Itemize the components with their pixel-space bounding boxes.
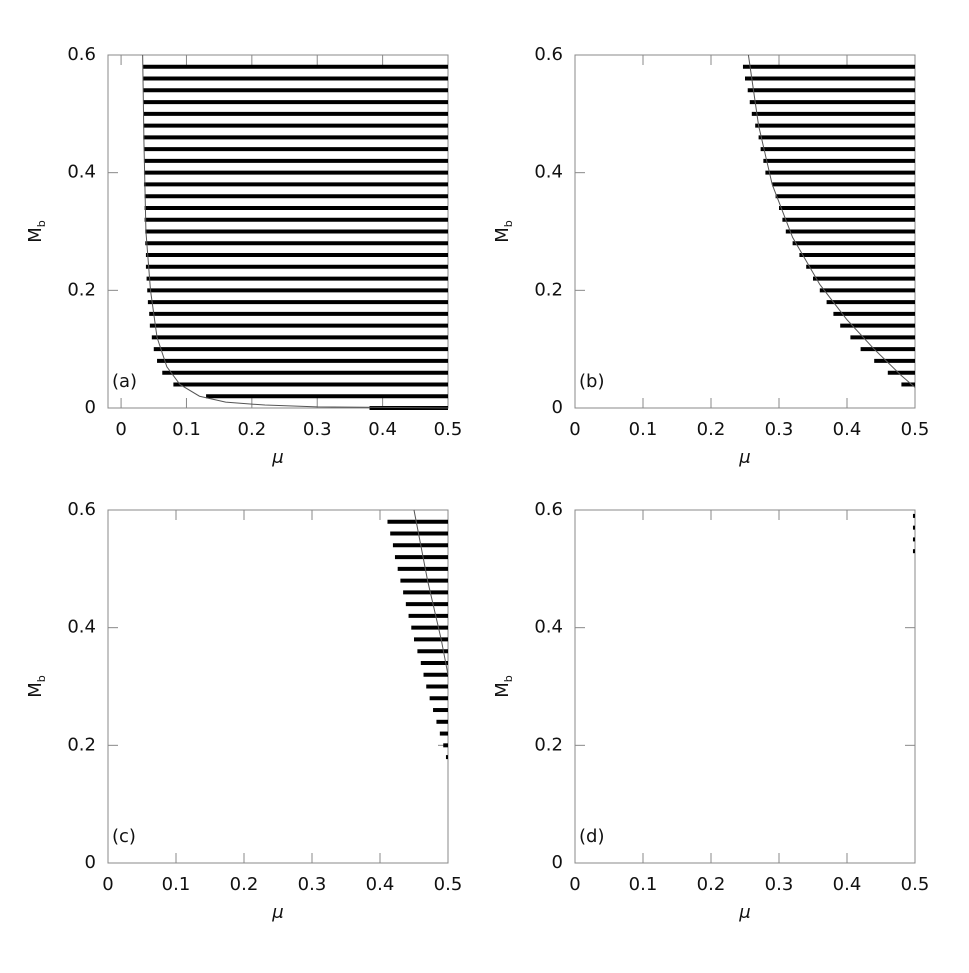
y-axis-label-main: M [25, 227, 46, 243]
y-axis-label: Mb [492, 675, 515, 698]
x-tick-label: 0 [569, 874, 580, 895]
y-tick-label: 0.6 [67, 44, 96, 65]
y-tick-label: 0.6 [534, 44, 563, 65]
y-tick-label: 0.2 [67, 734, 96, 755]
panel: 0 0.1 0.2 0.3 0.4 0.5 0 0.2 0.4 0.6 (a) μ Mb [25, 44, 462, 468]
x-axis-label: μ [738, 902, 750, 923]
x-tick-label: 0.4 [833, 419, 862, 440]
panel-label: (d) [579, 826, 604, 847]
x-tick-label: 0 [569, 419, 580, 440]
x-tick-label: 0.2 [697, 874, 726, 895]
y-tick-label: 0.2 [534, 279, 563, 300]
x-tick-label: 0.3 [765, 874, 794, 895]
x-tick-label: 0.4 [366, 874, 395, 895]
y-tick-label: 0.4 [67, 162, 96, 183]
y-axis-label: Mb [25, 675, 48, 698]
panel: 0 0.1 0.2 0.3 0.4 0.5 0 0.2 0.4 0.6 (c) μ Mb [25, 499, 462, 923]
x-tick-label: 0.3 [298, 874, 327, 895]
y-axis-label-sub: b [35, 220, 48, 227]
x-tick-label: 0.1 [172, 419, 201, 440]
y-axis-label-main: M [25, 682, 46, 698]
x-tick-label: 0.5 [901, 419, 930, 440]
y-tick-label: 0.6 [67, 499, 96, 520]
y-tick-label: 0 [552, 852, 563, 873]
y-tick-label: 0.2 [67, 279, 96, 300]
x-tick-label: 0.5 [901, 874, 930, 895]
boundary-curve [747, 54, 916, 388]
y-axis-label-sub: b [502, 675, 515, 682]
y-tick-label: 0 [85, 397, 96, 418]
y-tick-label: 0.4 [534, 617, 563, 638]
x-tick-label: 0.1 [162, 874, 191, 895]
y-axis-label: Mb [492, 220, 515, 243]
x-axis-label: μ [271, 902, 283, 923]
x-tick-label: 0.5 [434, 419, 463, 440]
boundary-curve [142, 54, 449, 409]
y-axis-label-sub: b [35, 675, 48, 682]
y-tick-label: 0 [552, 397, 563, 418]
x-tick-label: 0.4 [368, 419, 397, 440]
x-tick-label: 0.1 [629, 419, 658, 440]
plot-frame [574, 509, 916, 864]
x-tick-label: 0.3 [765, 419, 794, 440]
x-tick-label: 0.2 [238, 419, 267, 440]
y-tick-label: 0.4 [67, 617, 96, 638]
panel: 0 0.1 0.2 0.3 0.4 0.5 0 0.2 0.4 0.6 (d) μ Mb [492, 499, 929, 923]
panel: 0 0.1 0.2 0.3 0.4 0.5 0 0.2 0.4 0.6 (b) μ Mb [492, 44, 929, 468]
y-tick-label: 0 [85, 852, 96, 873]
x-tick-label: 0.2 [697, 419, 726, 440]
x-tick-label: 0.1 [629, 874, 658, 895]
y-tick-label: 0.6 [534, 499, 563, 520]
x-tick-label: 0 [115, 419, 126, 440]
y-axis-label-sub: b [502, 220, 515, 227]
x-tick-label: 0 [102, 874, 113, 895]
plot-frame [107, 509, 449, 864]
x-tick-label: 0.5 [434, 874, 463, 895]
x-tick-label: 0.3 [303, 419, 332, 440]
x-tick-label: 0.2 [230, 874, 259, 895]
y-axis-label: Mb [25, 220, 48, 243]
y-tick-label: 0.2 [534, 734, 563, 755]
x-axis-label: μ [271, 447, 283, 468]
y-axis-label-main: M [492, 227, 513, 243]
panel-label: (b) [579, 371, 604, 392]
x-tick-label: 0.4 [833, 874, 862, 895]
panel-label: (c) [112, 826, 136, 847]
boundary-curve [413, 509, 449, 675]
panel-label: (a) [112, 371, 137, 392]
y-tick-label: 0.4 [534, 162, 563, 183]
y-axis-label-main: M [492, 682, 513, 698]
x-axis-label: μ [738, 447, 750, 468]
